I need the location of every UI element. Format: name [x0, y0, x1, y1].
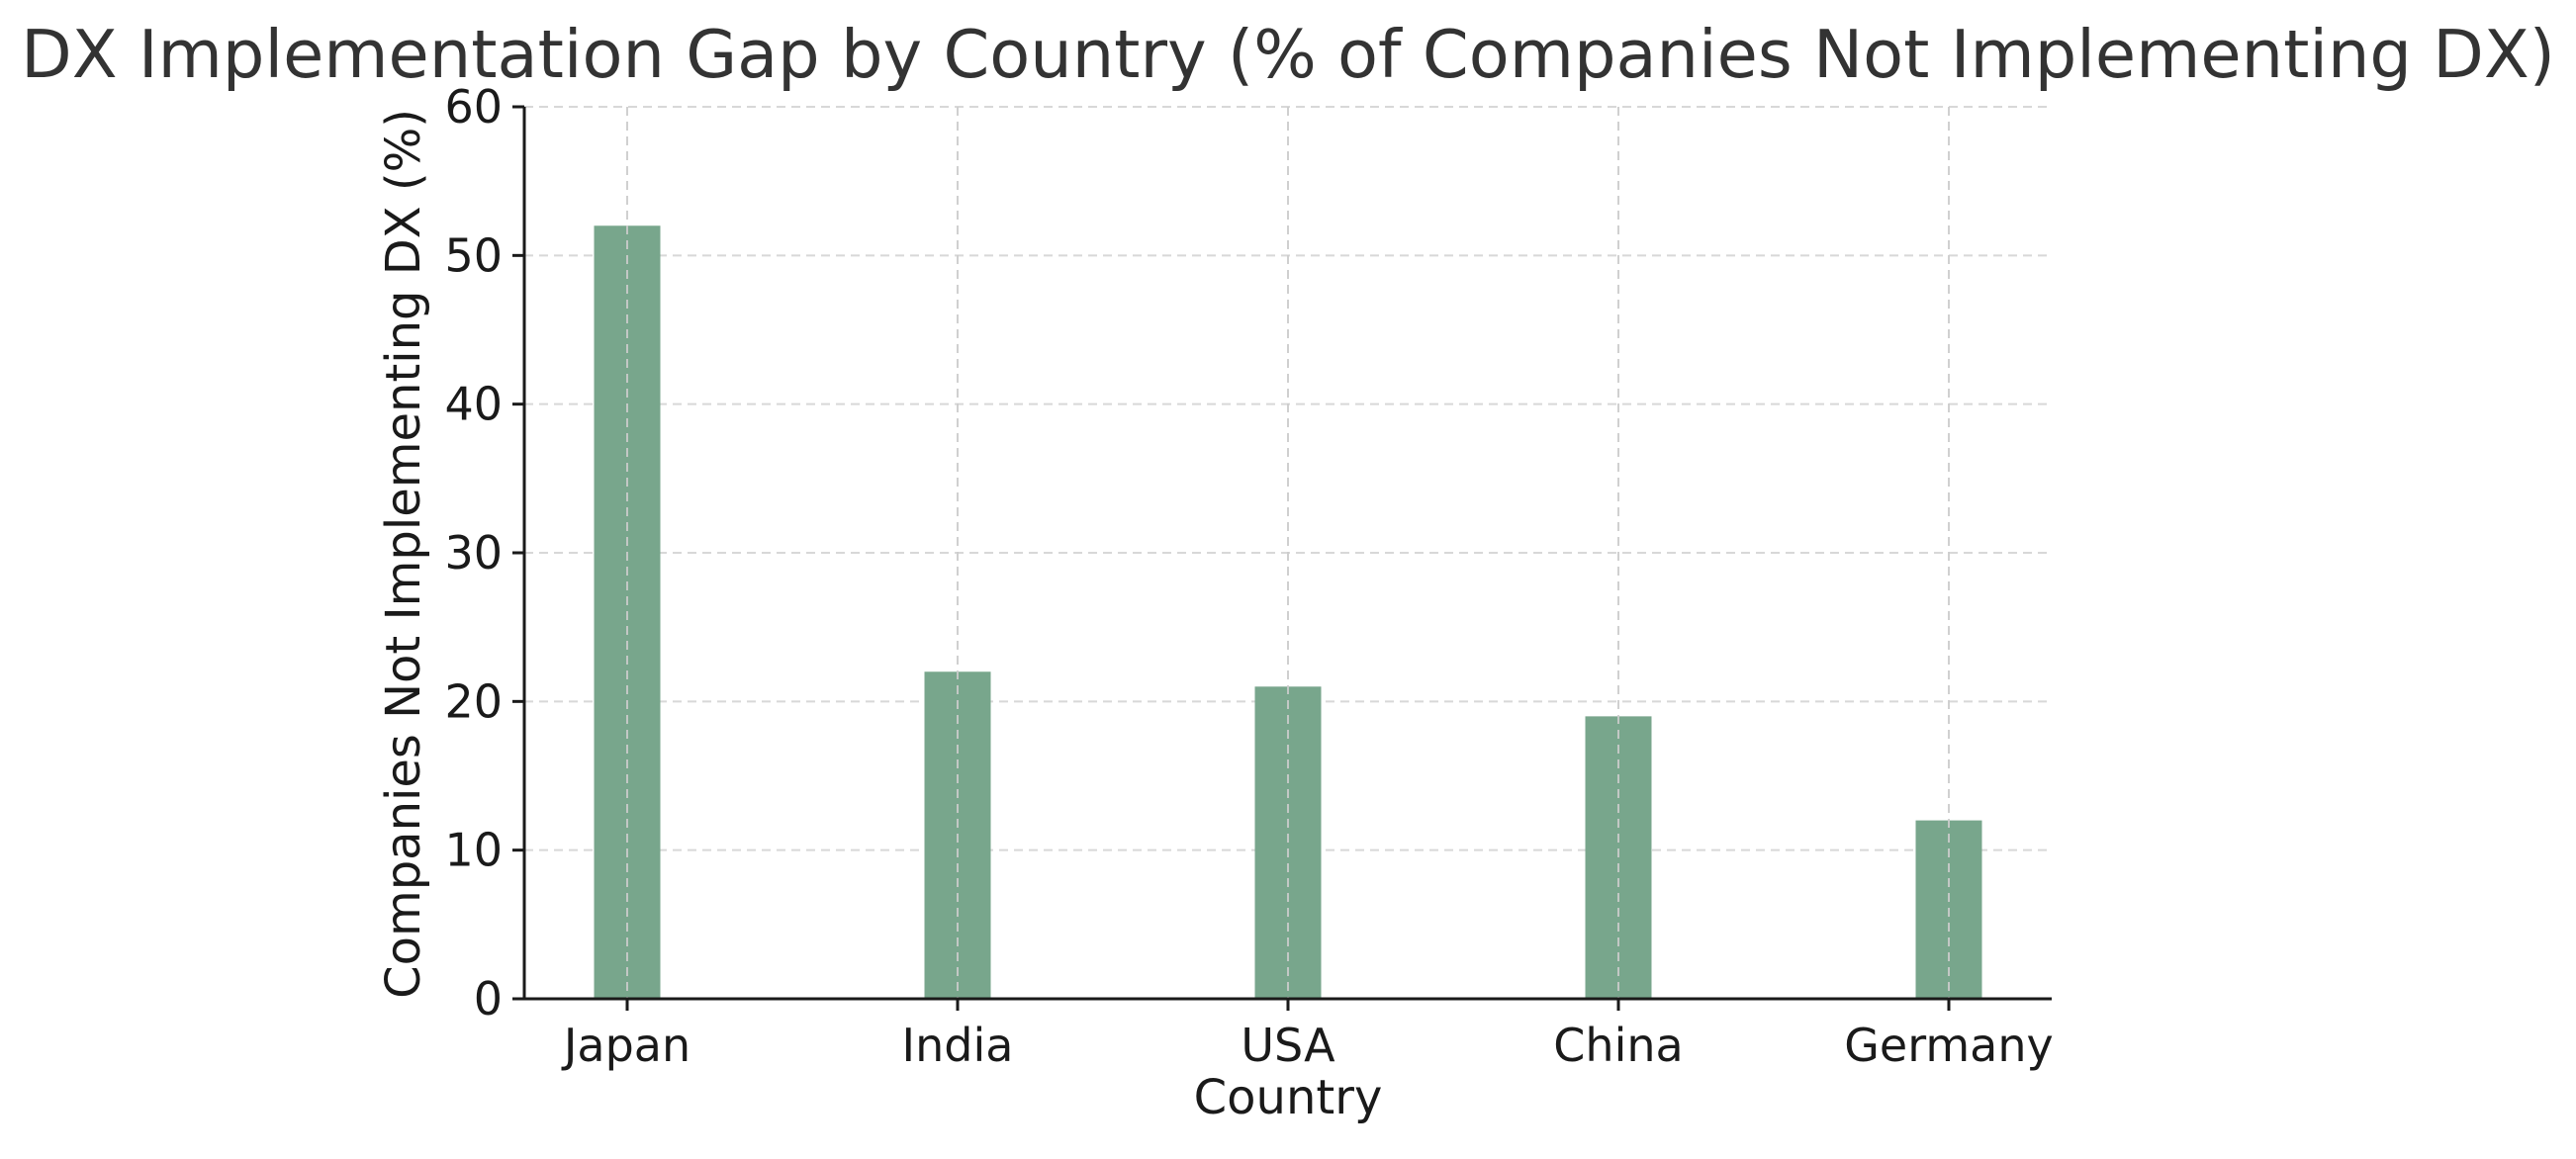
y-tick-labels: 0 10 20 30 40 50 60	[444, 80, 503, 1025]
y-tick-label: 20	[444, 674, 503, 728]
y-tick-label: 40	[444, 378, 503, 431]
y-tick-label: 50	[444, 228, 503, 282]
x-tick-label: China	[1553, 1019, 1683, 1072]
axes	[512, 105, 2052, 1011]
x-tick-label: Japan	[561, 1019, 690, 1072]
x-axis-label: Country	[1194, 1070, 1383, 1125]
x-tick-labels: Japan India USA China Germany	[561, 1019, 2054, 1072]
chart-title: DX Implementation Gap by Country (% of C…	[21, 16, 2555, 93]
y-tick-label: 30	[444, 526, 503, 580]
y-tick-label: 10	[444, 824, 503, 877]
y-tick-label: 60	[444, 80, 503, 134]
x-tick-label: USA	[1241, 1019, 1335, 1072]
y-tick-label: 0	[474, 972, 503, 1025]
vertical-grid-lines	[626, 107, 1950, 999]
x-tick-label: India	[902, 1019, 1014, 1072]
y-axis-label: Companies Not Implementing DX (%)	[376, 109, 431, 999]
x-tick-label: Germany	[1844, 1019, 2053, 1072]
